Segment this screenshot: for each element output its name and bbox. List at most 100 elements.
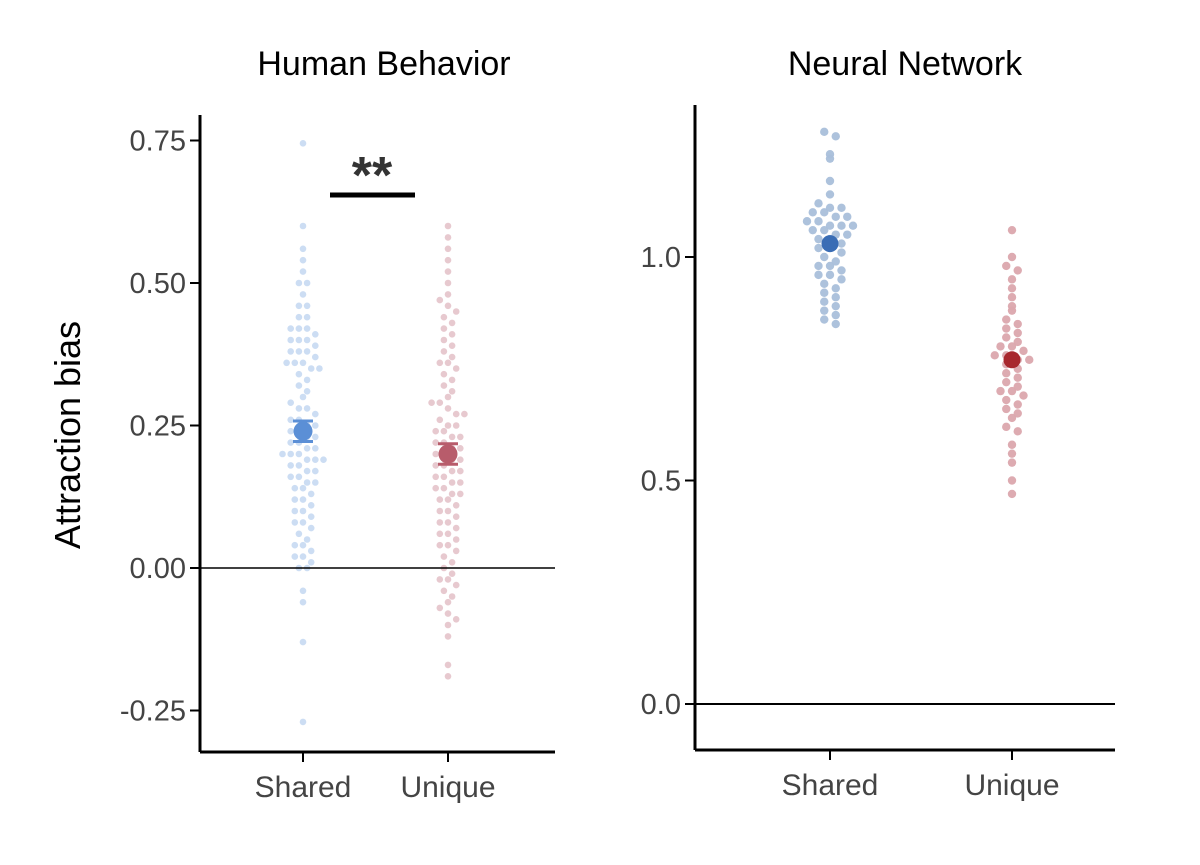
data-point-shared bbox=[848, 221, 858, 230]
data-point-unique bbox=[1007, 440, 1017, 449]
data-point-shared bbox=[831, 293, 840, 302]
data-point-unique bbox=[452, 536, 460, 543]
data-point-unique bbox=[448, 467, 456, 475]
data-point-unique bbox=[436, 530, 444, 538]
data-point-unique bbox=[1013, 266, 1022, 275]
mean-markers bbox=[821, 235, 1021, 369]
data-point-unique bbox=[432, 462, 440, 469]
data-point-shared bbox=[837, 266, 846, 275]
data-point-shared bbox=[312, 422, 319, 429]
data-point-shared bbox=[825, 261, 835, 271]
x-ticks: Shared Unique bbox=[782, 750, 1060, 802]
data-point-unique bbox=[452, 513, 460, 520]
data-point-unique bbox=[448, 559, 456, 566]
data-point-unique bbox=[444, 519, 452, 526]
data-point-shared bbox=[299, 718, 307, 726]
data-point-shared bbox=[287, 399, 295, 407]
data-point-shared bbox=[820, 127, 829, 137]
data-point-shared bbox=[291, 484, 299, 492]
data-point-shared bbox=[312, 467, 319, 475]
data-point-unique bbox=[1007, 413, 1017, 423]
x-ticks: Shared Unique bbox=[255, 752, 496, 804]
data-point-unique bbox=[1013, 427, 1022, 436]
data-point-shared bbox=[837, 275, 846, 284]
data-point-shared bbox=[295, 462, 303, 469]
data-point-shared bbox=[299, 359, 307, 367]
data-point-shared bbox=[291, 496, 299, 503]
data-point-unique bbox=[440, 473, 448, 481]
x-tick-label-shared: Shared bbox=[255, 771, 352, 804]
data-point-shared bbox=[299, 541, 307, 549]
data-point-shared bbox=[814, 199, 823, 208]
data-point-shared bbox=[279, 450, 286, 458]
significance-stars: ** bbox=[352, 147, 393, 205]
data-point-shared bbox=[312, 445, 319, 452]
data-point-shared bbox=[825, 176, 835, 186]
data-point-unique bbox=[452, 502, 460, 509]
data-point-unique bbox=[444, 302, 452, 310]
data-point-unique bbox=[1002, 324, 1011, 333]
data-point-unique bbox=[444, 507, 452, 515]
data-point-unique bbox=[1007, 252, 1017, 262]
data-point-unique bbox=[436, 507, 444, 515]
panel-human-behavior: Human Behavior 0.75 0.50 0.25 0.00 -0.25 Sha… bbox=[120, 45, 555, 804]
data-point-unique bbox=[457, 490, 464, 498]
data-point-unique bbox=[444, 291, 452, 298]
y-axis-label: Attraction bias bbox=[47, 321, 88, 549]
data-point-unique bbox=[448, 570, 456, 577]
data-point-shared bbox=[299, 507, 307, 515]
data-point-unique bbox=[1007, 476, 1017, 485]
data-point-shared bbox=[837, 239, 846, 248]
data-point-unique bbox=[440, 587, 448, 595]
y-tick-label: 0.5 bbox=[641, 466, 681, 498]
mean-marker-unique bbox=[1003, 351, 1021, 369]
mean-marker-shared bbox=[293, 421, 313, 441]
data-point-shared bbox=[299, 553, 307, 560]
data-point-unique bbox=[444, 405, 452, 412]
data-point-shared bbox=[307, 559, 315, 566]
data-point-unique bbox=[1007, 293, 1017, 302]
data-point-unique bbox=[1002, 261, 1011, 271]
data-point-shared bbox=[303, 388, 311, 395]
data-point-unique bbox=[452, 422, 460, 429]
data-point-shared bbox=[295, 313, 303, 321]
data-point-shared bbox=[808, 225, 817, 235]
data-point-unique bbox=[1002, 404, 1011, 414]
data-point-unique bbox=[436, 519, 444, 526]
data-point-shared bbox=[299, 245, 307, 253]
data-point-shared bbox=[312, 331, 319, 338]
data-point-unique bbox=[457, 467, 464, 475]
y-tick-label: -0.25 bbox=[120, 696, 186, 728]
data-point-shared bbox=[287, 325, 295, 332]
data-point-shared bbox=[843, 212, 852, 221]
data-point-shared bbox=[316, 365, 323, 372]
data-point-unique bbox=[1007, 489, 1017, 499]
data-point-unique bbox=[440, 313, 448, 321]
data-point-shared bbox=[307, 524, 315, 532]
data-point-shared bbox=[303, 325, 311, 332]
data-point-shared bbox=[837, 248, 846, 257]
data-point-unique bbox=[436, 576, 444, 583]
data-point-unique bbox=[444, 496, 452, 503]
data-point-unique bbox=[452, 547, 460, 555]
data-point-unique bbox=[444, 576, 452, 583]
data-point-shared bbox=[295, 473, 303, 481]
data-point-shared bbox=[295, 405, 303, 412]
data-point-unique bbox=[440, 325, 448, 332]
data-point-unique bbox=[457, 433, 464, 441]
data-point-unique bbox=[432, 450, 440, 458]
data-point-unique bbox=[448, 376, 456, 384]
x-tick-label-unique: Unique bbox=[964, 769, 1059, 802]
data-point-shared bbox=[825, 270, 835, 280]
data-point-shared bbox=[312, 479, 319, 486]
data-point-shared bbox=[837, 221, 846, 230]
data-point-shared bbox=[299, 140, 307, 147]
data-point-shared bbox=[303, 479, 311, 486]
panel-title: Neural Network bbox=[788, 45, 1023, 83]
y-tick-label: 0.25 bbox=[130, 411, 186, 443]
data-point-unique bbox=[444, 393, 452, 401]
data-points bbox=[802, 127, 1034, 499]
data-point-unique bbox=[1007, 301, 1017, 311]
data-point-unique bbox=[432, 484, 440, 492]
data-point-shared bbox=[312, 456, 319, 464]
